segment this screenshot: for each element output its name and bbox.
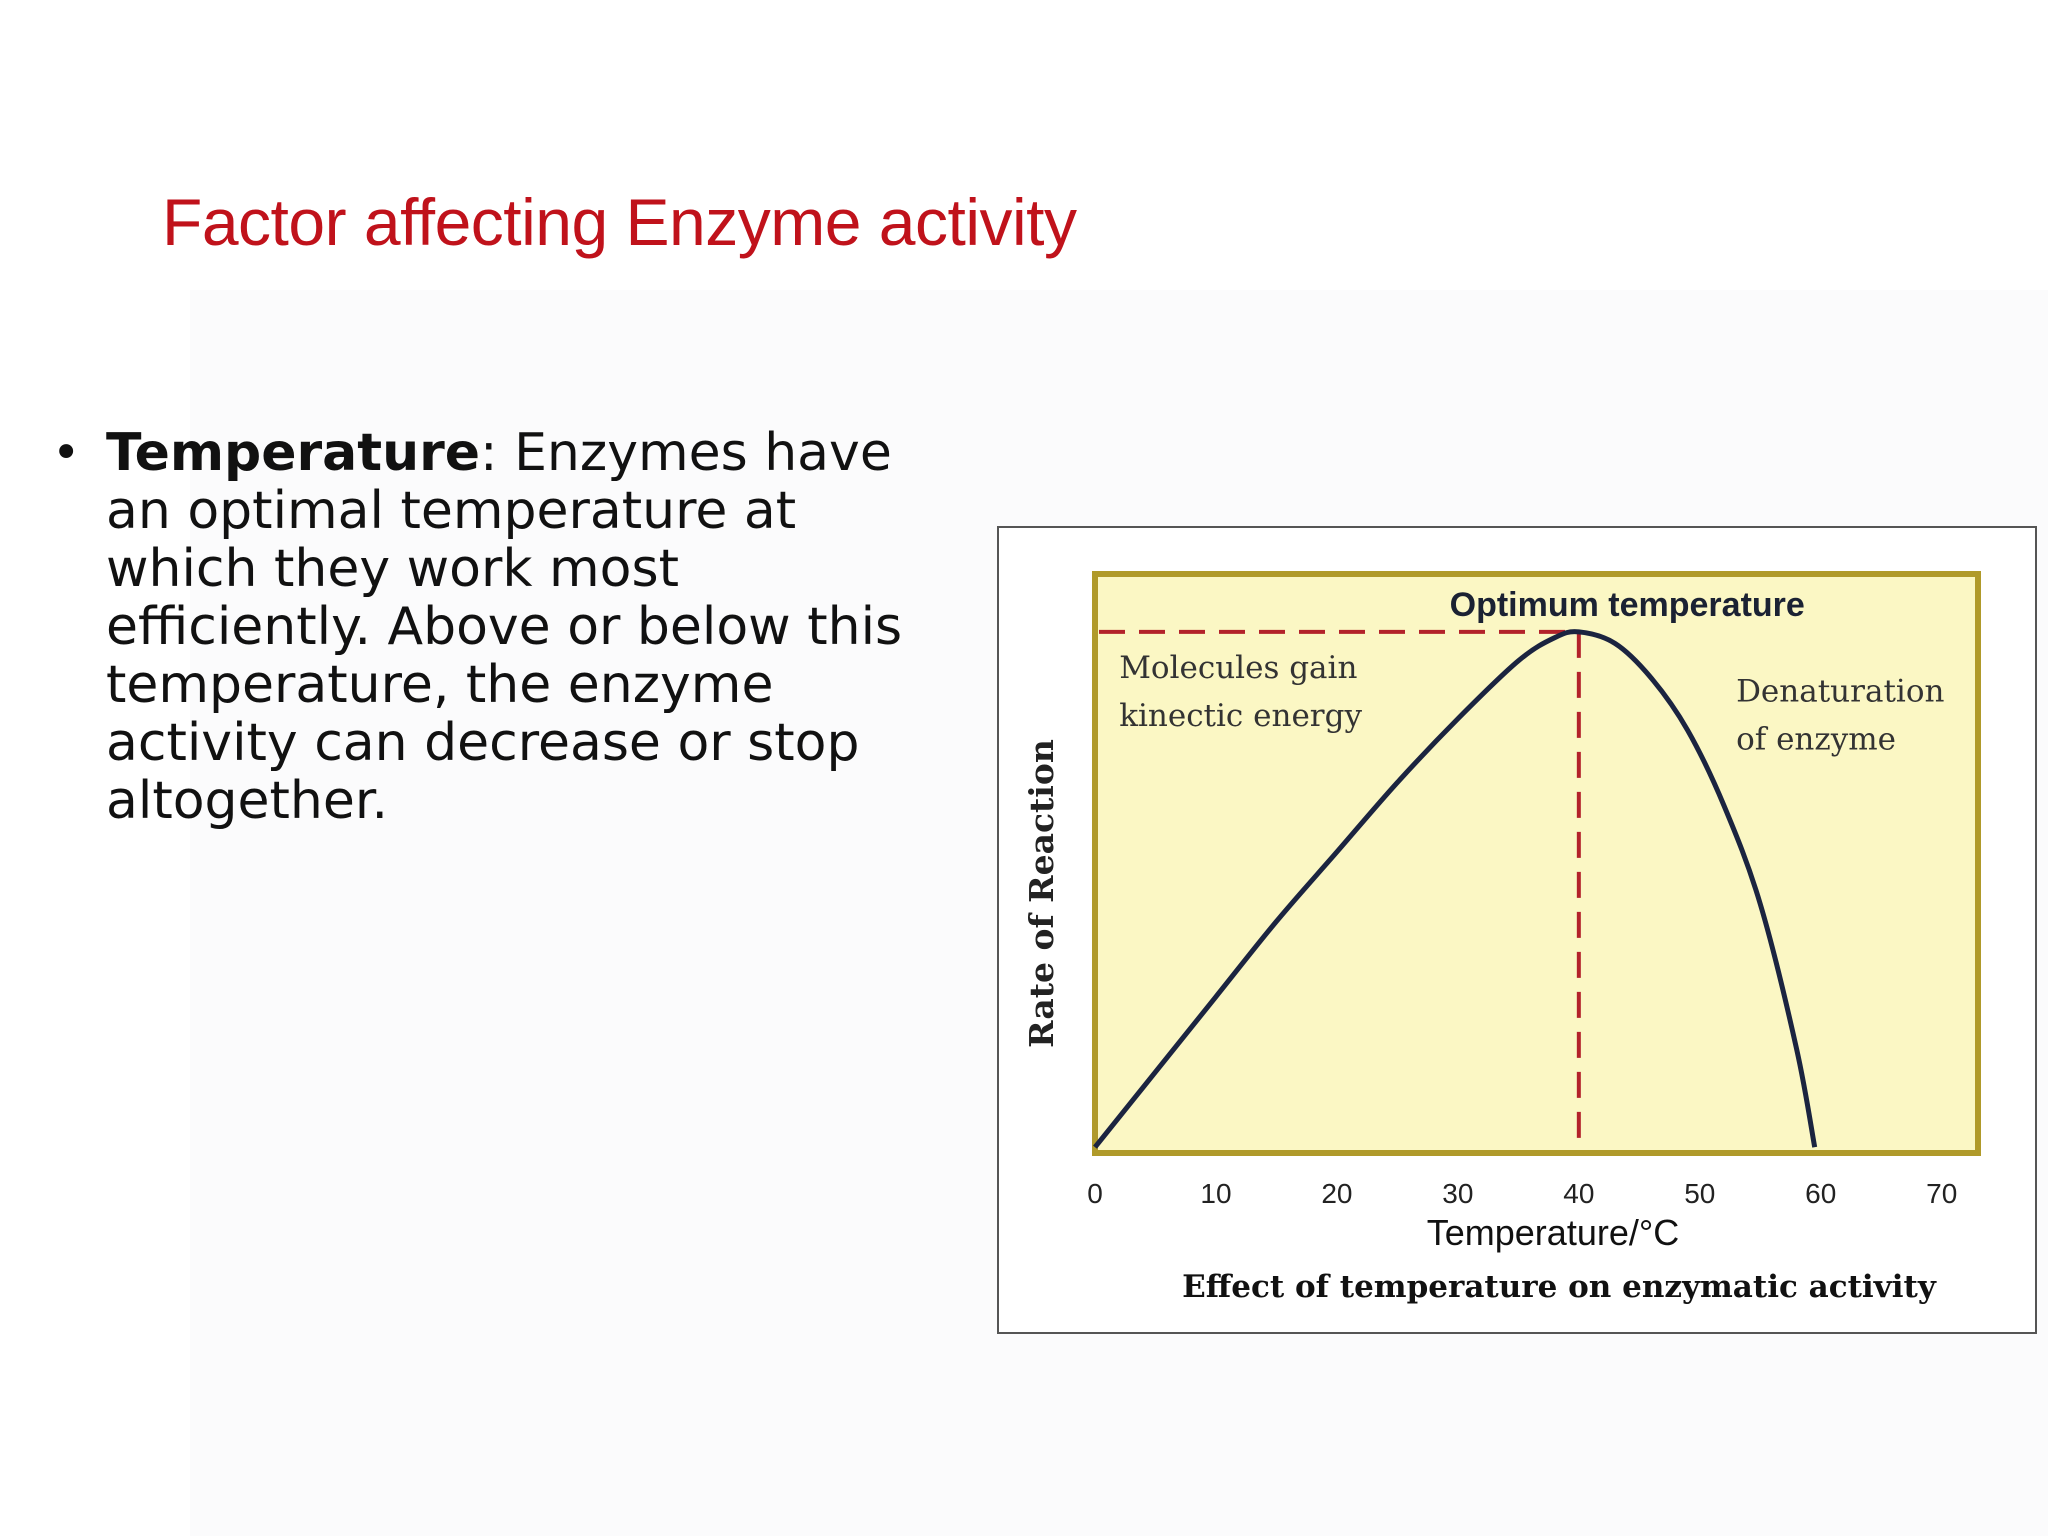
bullet-item: • Temperature: Enzymes have an optimal t…: [52, 424, 952, 830]
bullet-body: : Enzymes have an optimal temperature at…: [106, 423, 903, 831]
x-tick-label: 40: [1563, 1178, 1594, 1209]
bullet-term: Temperature: [106, 423, 481, 483]
x-tick-label: 50: [1684, 1178, 1715, 1209]
plot-area: [1092, 571, 1981, 1156]
slide-title: Factor affecting Enzyme activity: [162, 185, 1077, 259]
y-axis-label: Rate of Reaction: [1022, 739, 1061, 1048]
x-tick-label: 20: [1321, 1178, 1352, 1209]
bullet-point-icon: •: [52, 425, 81, 481]
enzyme-activity-curve: [1093, 629, 1818, 1149]
x-axis-label: Temperature/°C: [1427, 1212, 1680, 1253]
chart-figure: 0 10 20 30 40 50 60 70 Optimum temperature Molec…: [997, 526, 2037, 1334]
temperature-chart: 0 10 20 30 40 50 60 70 Optimum temperature Molec…: [1022, 571, 1981, 1305]
x-tick-label: 60: [1805, 1178, 1836, 1209]
x-tick-label: 0: [1087, 1178, 1103, 1209]
chart-title: Effect of temperature on enzymatic activ…: [1182, 1269, 1937, 1305]
bullet-text: Temperature: Enzymes have an optimal tem…: [106, 424, 952, 830]
x-tick-label: 30: [1442, 1178, 1473, 1209]
annotation-kinetic-energy: Molecules gain kinectic energy: [1119, 650, 1362, 734]
annotation-optimum-temperature: Optimum temperature: [1450, 586, 1805, 624]
annotation-denaturation: Denaturation of enzyme: [1736, 673, 1944, 757]
x-tick-label: 10: [1200, 1178, 1231, 1209]
x-tick-label: 70: [1926, 1178, 1957, 1209]
